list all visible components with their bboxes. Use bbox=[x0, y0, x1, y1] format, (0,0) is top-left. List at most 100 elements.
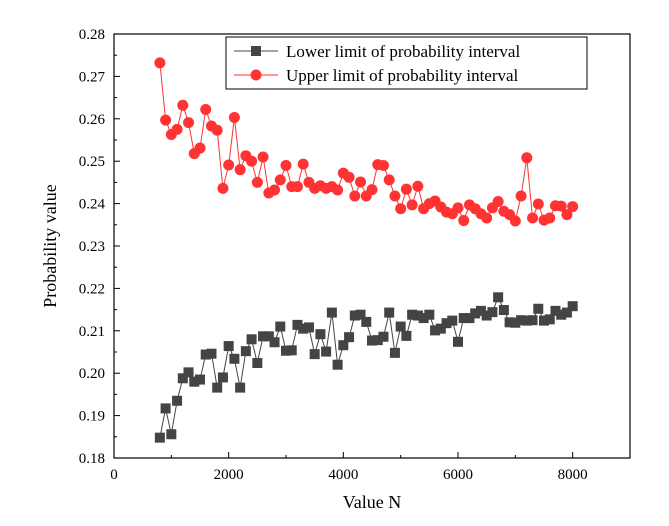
data-point bbox=[493, 292, 504, 303]
data-point bbox=[217, 182, 229, 194]
data-point bbox=[258, 331, 269, 342]
x-axis-title: Value N bbox=[343, 492, 401, 512]
data-point bbox=[263, 331, 274, 342]
y-axis-title: Probability value bbox=[40, 184, 60, 307]
data-point bbox=[206, 348, 217, 359]
data-point bbox=[292, 319, 303, 330]
data-point bbox=[544, 314, 555, 325]
data-point bbox=[332, 359, 343, 370]
data-point bbox=[321, 346, 332, 357]
data-point bbox=[492, 195, 504, 207]
data-point bbox=[487, 307, 498, 318]
data-point bbox=[246, 155, 258, 167]
data-point bbox=[516, 315, 527, 326]
series-1 bbox=[154, 292, 578, 443]
data-point bbox=[246, 334, 257, 345]
x-tick-label: 0 bbox=[110, 467, 118, 483]
data-point bbox=[401, 330, 412, 341]
data-point bbox=[160, 114, 172, 126]
legend-item-2: Upper limit of probability interval bbox=[234, 66, 519, 85]
data-point bbox=[430, 325, 441, 336]
data-point bbox=[458, 313, 469, 324]
data-point bbox=[171, 123, 183, 135]
data-point bbox=[332, 184, 344, 196]
legend-marker bbox=[251, 46, 261, 56]
data-point bbox=[291, 181, 303, 193]
data-point bbox=[567, 201, 579, 213]
plot-series bbox=[154, 57, 579, 443]
data-point bbox=[177, 373, 188, 384]
data-point bbox=[510, 317, 521, 328]
data-point bbox=[527, 212, 539, 224]
data-point bbox=[315, 329, 326, 340]
data-point bbox=[154, 57, 166, 69]
data-point bbox=[166, 429, 177, 440]
data-point bbox=[183, 367, 194, 378]
data-point bbox=[367, 335, 377, 346]
data-point bbox=[453, 336, 463, 347]
y-tick-label: 0.26 bbox=[79, 112, 106, 128]
data-point bbox=[252, 358, 263, 369]
data-point bbox=[195, 374, 205, 385]
data-point bbox=[200, 103, 212, 115]
data-point bbox=[183, 117, 195, 129]
data-point bbox=[298, 323, 309, 334]
data-point bbox=[452, 202, 464, 214]
data-point bbox=[217, 372, 228, 383]
data-point bbox=[378, 331, 389, 342]
data-point bbox=[269, 184, 281, 196]
y-tick-label: 0.27 bbox=[79, 69, 106, 85]
data-point bbox=[194, 142, 206, 154]
data-point bbox=[389, 190, 401, 202]
data-point bbox=[407, 309, 418, 320]
data-point bbox=[515, 190, 527, 202]
data-point bbox=[177, 99, 189, 111]
data-point bbox=[269, 337, 280, 348]
data-point bbox=[561, 209, 573, 221]
y-tick-label: 0.18 bbox=[79, 451, 105, 467]
data-point bbox=[275, 321, 286, 332]
data-point bbox=[223, 341, 234, 352]
data-point bbox=[251, 176, 263, 188]
data-point bbox=[200, 349, 211, 360]
data-point bbox=[424, 309, 435, 320]
data-point bbox=[481, 310, 492, 321]
axis-ticks: 0 2000 4000 6000 8000 0.18 0.19 0.20 0.21 0.22 0.2… bbox=[79, 27, 588, 483]
series-2 bbox=[154, 57, 579, 227]
y-tick-label: 0.25 bbox=[79, 154, 105, 170]
data-point bbox=[395, 203, 407, 215]
data-point bbox=[211, 124, 223, 136]
plot-area-border bbox=[113, 33, 631, 459]
data-point bbox=[172, 395, 183, 406]
data-point bbox=[509, 215, 521, 227]
data-point bbox=[297, 158, 309, 170]
data-point bbox=[521, 315, 532, 326]
data-point bbox=[229, 353, 240, 364]
data-point bbox=[527, 315, 538, 326]
data-point bbox=[223, 159, 235, 171]
plot-frame bbox=[113, 33, 631, 459]
data-point bbox=[366, 184, 378, 196]
y-tick-label: 0.21 bbox=[79, 324, 105, 340]
data-point bbox=[412, 310, 423, 321]
data-point bbox=[400, 183, 412, 195]
data-point bbox=[349, 190, 361, 202]
x-tick-label: 6000 bbox=[443, 467, 473, 483]
data-point bbox=[355, 309, 366, 320]
data-point bbox=[234, 164, 246, 176]
y-tick-label: 0.19 bbox=[79, 409, 105, 425]
data-point bbox=[504, 317, 515, 328]
data-point bbox=[389, 347, 400, 358]
legend: Lower limit of probability interval Upper… bbox=[225, 36, 588, 90]
data-point bbox=[550, 305, 561, 316]
data-point bbox=[521, 152, 533, 164]
data-point bbox=[435, 323, 446, 334]
data-point bbox=[372, 335, 383, 346]
x-tick-label: 8000 bbox=[558, 467, 588, 483]
data-point bbox=[475, 305, 486, 316]
data-point bbox=[532, 198, 544, 210]
data-point bbox=[235, 382, 246, 393]
legend-label: Upper limit of probability interval bbox=[286, 66, 519, 85]
